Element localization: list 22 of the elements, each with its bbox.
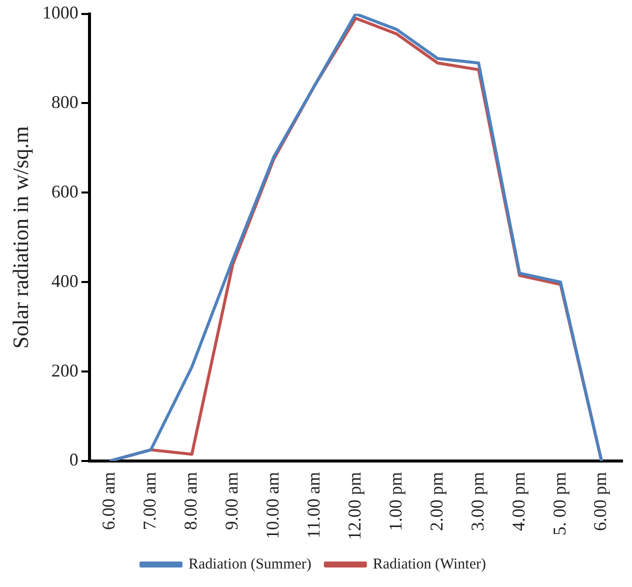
x-tick-label: 11.00 am xyxy=(303,472,324,538)
y-axis-title: Solar radiation in w/sq.m xyxy=(8,126,33,349)
y-tick-label: 800 xyxy=(51,92,78,112)
x-tick-label: 2.00 pm xyxy=(426,472,446,532)
x-tick-label: 12.00 pm xyxy=(344,472,364,540)
y-tick-label: 1000 xyxy=(42,2,78,23)
y-tick-label: 600 xyxy=(51,181,78,202)
x-tick-label: 7.00 am xyxy=(140,472,160,530)
x-tick-label: 1.00 pm xyxy=(385,472,406,532)
x-tick-label: 3.00 pm xyxy=(467,472,488,532)
legend-label: Radiation (Summer) xyxy=(188,556,312,572)
y-tick-label: 0 xyxy=(69,450,78,470)
x-tick-label: 9.00 am xyxy=(222,472,242,530)
legend-label: Radiation (Winter) xyxy=(372,556,486,572)
y-tick-label: 400 xyxy=(51,270,78,291)
x-tick-label: 5. 00 pm xyxy=(549,472,570,536)
x-tick-label: 6.00 am xyxy=(98,472,119,530)
x-tick-label: 10.00 am xyxy=(262,472,282,539)
x-tick-label: 4.00 pm xyxy=(508,472,528,532)
x-tick-label: 8.00 am xyxy=(180,472,201,530)
x-tick-label: 6.00 pm xyxy=(590,472,610,532)
y-tick-label: 200 xyxy=(51,360,78,380)
